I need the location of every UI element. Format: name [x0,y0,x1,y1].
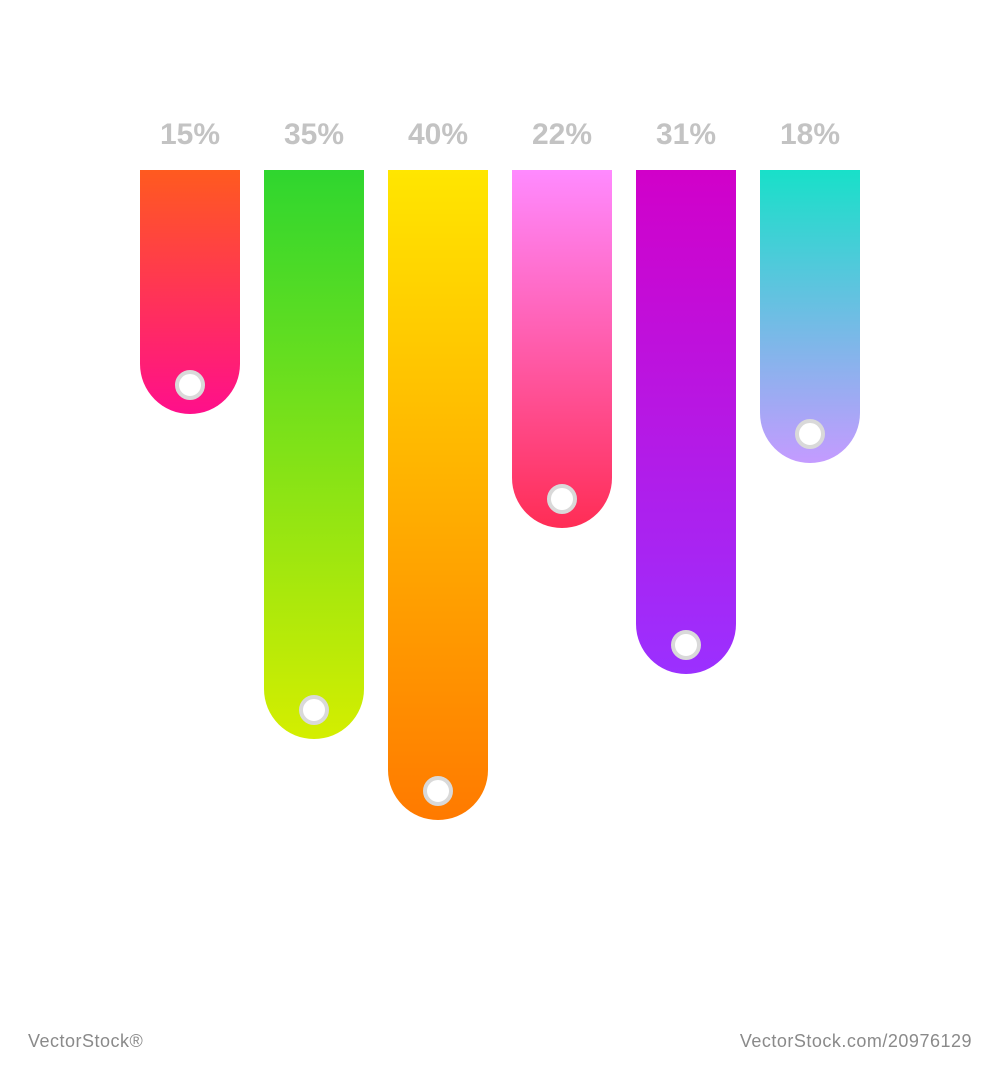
bar-label: 31% [636,118,736,152]
bar-column: 22% [512,118,612,528]
bar [512,170,612,528]
bar [388,170,488,820]
bar [140,170,240,414]
bar-hole-icon [299,695,329,725]
bar-column: 35% [264,118,364,739]
watermark-left: VectorStock® [28,1031,143,1052]
bar-column: 15% [140,118,240,414]
bar-column: 18% [760,118,860,463]
watermark-right: VectorStock.com/20976129 [740,1031,972,1052]
bar-hole-icon [795,419,825,449]
bar-label: 35% [264,118,364,152]
bar-column: 31% [636,118,736,674]
bar-label: 18% [760,118,860,152]
bar [636,170,736,674]
bar-label: 40% [388,118,488,152]
bar-hole-icon [547,484,577,514]
bar [264,170,364,739]
bar-hole-icon [671,630,701,660]
bar [760,170,860,463]
bar-label: 15% [140,118,240,152]
bar-hole-icon [175,370,205,400]
bar-hole-icon [423,776,453,806]
hanging-bar-chart: 15% 35% 40% 22% 31% 18% [140,118,860,820]
bar-label: 22% [512,118,612,152]
bar-column: 40% [388,118,488,820]
